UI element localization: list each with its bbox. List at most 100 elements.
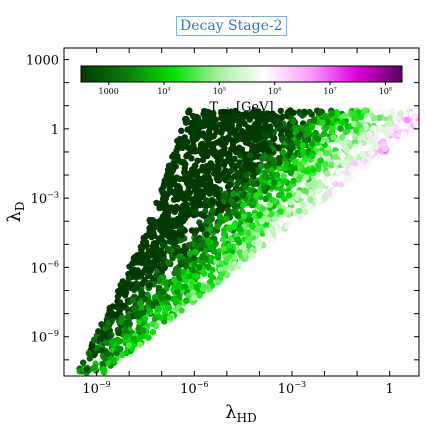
data-point — [109, 303, 117, 310]
data-point — [192, 148, 199, 155]
scatter-points — [76, 107, 419, 376]
data-point — [244, 165, 251, 172]
data-point — [171, 283, 178, 290]
data-point — [383, 110, 390, 117]
data-point — [159, 289, 167, 296]
data-point — [248, 142, 255, 149]
data-point — [214, 279, 222, 286]
data-point — [269, 158, 276, 166]
data-point — [330, 134, 337, 141]
data-point — [192, 208, 199, 215]
data-point — [105, 319, 112, 327]
data-point — [93, 344, 100, 352]
data-point — [250, 162, 257, 169]
data-point — [344, 127, 351, 135]
data-point — [234, 212, 242, 219]
data-point — [276, 208, 284, 215]
data-point — [254, 226, 261, 233]
data-point — [215, 200, 222, 207]
data-point — [285, 206, 293, 214]
data-point — [116, 338, 124, 345]
data-point — [203, 231, 210, 238]
data-point — [339, 139, 346, 147]
data-point — [149, 320, 156, 328]
data-point — [178, 259, 185, 266]
data-point — [240, 244, 248, 252]
colorbar-tick-label: 105 — [213, 86, 226, 96]
data-point — [393, 124, 400, 132]
data-point — [271, 179, 278, 186]
data-point — [124, 313, 132, 321]
data-point — [151, 294, 159, 301]
data-point — [228, 156, 235, 163]
data-point — [146, 228, 153, 235]
data-point — [165, 304, 173, 312]
data-point — [242, 139, 250, 146]
data-point — [86, 355, 94, 362]
data-point — [231, 260, 238, 267]
data-point — [126, 263, 133, 270]
data-point — [199, 156, 207, 163]
data-point — [271, 135, 278, 142]
data-point — [237, 226, 244, 233]
data-point — [276, 154, 283, 162]
data-point — [250, 180, 257, 188]
data-point — [178, 211, 185, 218]
data-point — [189, 120, 196, 127]
data-point — [238, 146, 246, 153]
data-point — [204, 237, 212, 245]
data-point — [98, 321, 105, 328]
data-point — [223, 125, 230, 132]
data-point — [185, 242, 193, 249]
data-point — [299, 148, 306, 155]
data-point — [210, 110, 217, 117]
data-point — [286, 192, 293, 199]
data-point — [283, 160, 290, 167]
data-point — [361, 107, 369, 114]
data-point — [181, 176, 188, 183]
data-point — [365, 116, 372, 123]
data-point — [299, 142, 306, 149]
data-point — [296, 164, 304, 171]
data-point — [206, 127, 213, 135]
data-point — [318, 182, 325, 189]
data-point — [220, 230, 228, 238]
data-point — [314, 135, 322, 143]
data-point — [166, 314, 174, 321]
data-point — [287, 107, 294, 114]
data-point — [180, 169, 188, 176]
data-point — [205, 263, 212, 271]
data-point — [97, 335, 104, 342]
data-point — [130, 335, 138, 342]
data-point — [145, 248, 153, 255]
data-point — [333, 159, 341, 166]
data-point — [171, 239, 178, 246]
data-point — [203, 197, 210, 204]
data-point — [186, 273, 193, 280]
data-point — [129, 297, 137, 304]
data-point — [178, 248, 186, 255]
data-point — [251, 127, 258, 135]
data-point — [247, 186, 254, 194]
data-point — [413, 121, 419, 128]
data-point — [222, 264, 230, 272]
data-point — [277, 107, 284, 115]
data-point — [209, 198, 216, 206]
colorbar-gradient — [80, 65, 403, 83]
colorbar-label: Treh [GeV] — [209, 100, 273, 116]
data-point — [223, 271, 231, 279]
data-point — [176, 175, 183, 183]
y-tick-label: 1 — [51, 123, 59, 138]
data-point — [198, 225, 205, 232]
data-point — [322, 112, 329, 120]
data-point — [263, 126, 270, 133]
data-point — [277, 218, 285, 225]
data-point — [246, 116, 254, 123]
data-point — [301, 108, 308, 116]
colorbar-tick-label: 108 — [379, 86, 392, 96]
data-point — [400, 122, 407, 129]
data-point — [280, 173, 287, 180]
data-point — [295, 207, 303, 215]
data-point — [101, 355, 109, 362]
data-point — [291, 159, 299, 166]
